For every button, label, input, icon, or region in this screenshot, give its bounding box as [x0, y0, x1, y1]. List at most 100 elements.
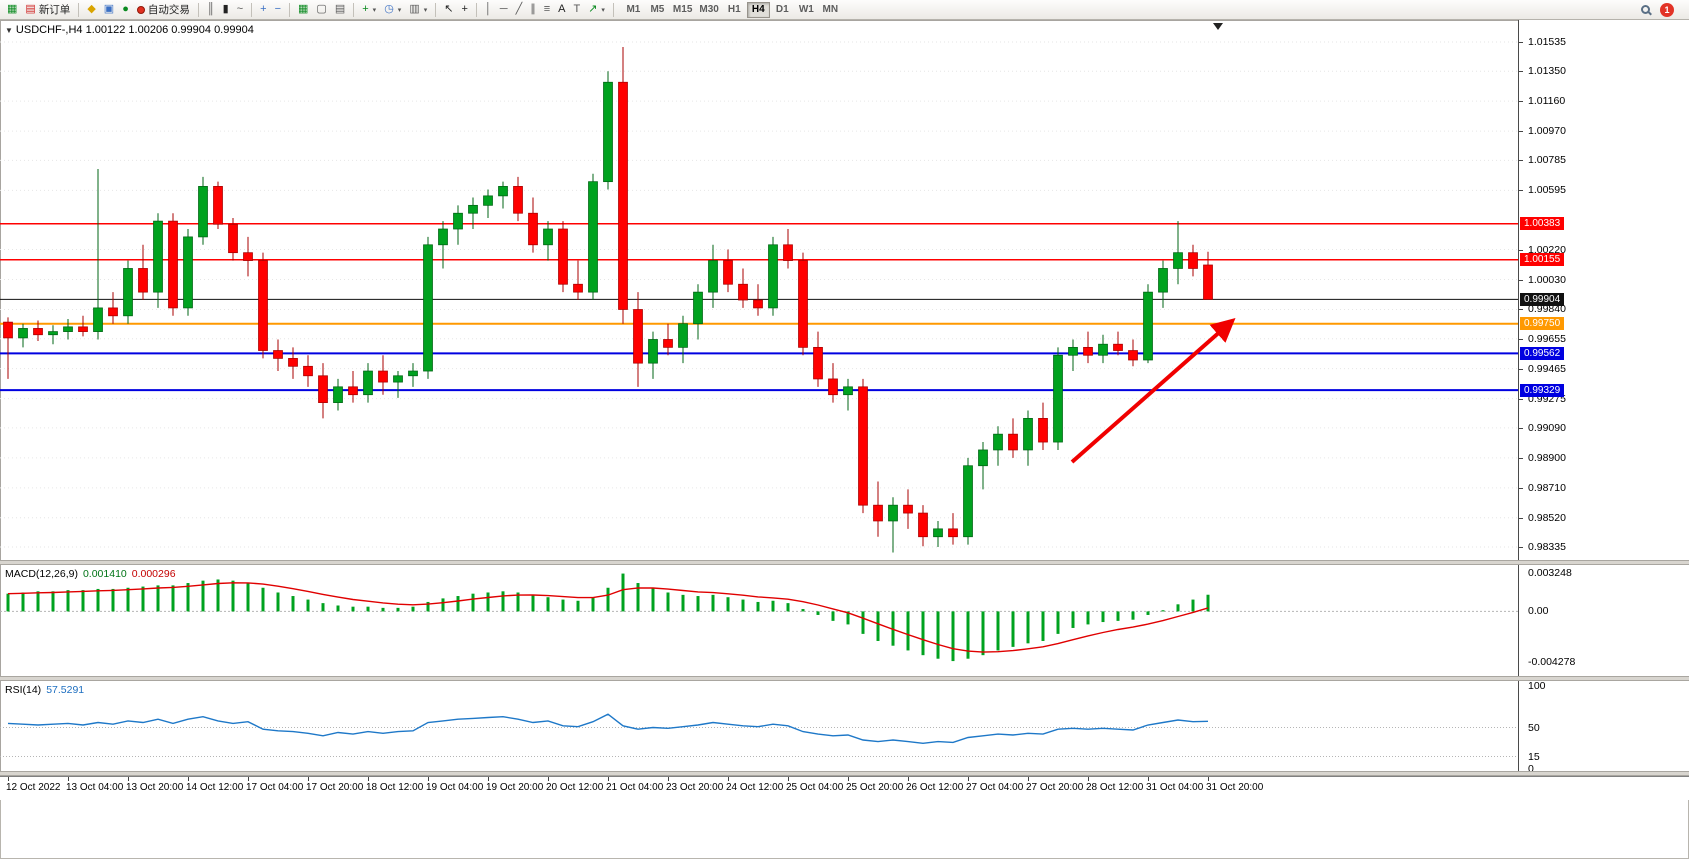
new-chart-button[interactable]: ▦	[3, 1, 21, 19]
horizontal-line-button[interactable]: ─	[496, 1, 512, 19]
price-axis-tick	[1519, 190, 1523, 192]
macd-bar	[276, 592, 280, 612]
price-axis-label: 0.98900	[1528, 451, 1566, 464]
arrows-tool-button[interactable]: ↗ ▾	[584, 1, 609, 19]
macd-bar	[381, 607, 385, 612]
notification-badge[interactable]: 1	[1660, 2, 1674, 17]
panel-splitter[interactable]	[0, 676, 1689, 681]
timeframe-m15-button[interactable]: M15	[670, 2, 695, 18]
price-tag-1.00383[interactable]: 1.00383	[1520, 217, 1565, 231]
macd-bar	[846, 611, 850, 625]
time-axis-label: 18 Oct 12:00	[366, 782, 424, 793]
timeframe-w1-button[interactable]: W1	[795, 2, 818, 18]
candle-body	[108, 307, 118, 317]
trend-arrow[interactable]	[1070, 318, 1236, 464]
trendline-button[interactable]: ╱	[512, 1, 527, 19]
text-button[interactable]: A	[554, 1, 569, 19]
price-tag-0.99750[interactable]: 0.99750	[1520, 317, 1565, 331]
channel-button[interactable]: ∥	[526, 1, 540, 19]
arrange-windows-button[interactable]: ▤	[331, 1, 349, 19]
candlestick-chart-button[interactable]: ▮	[219, 1, 233, 19]
toolbar-separator	[289, 2, 291, 17]
time-axis-label: 25 Oct 20:00	[846, 782, 904, 793]
navigator-button[interactable]: ●	[118, 1, 133, 19]
templates-button[interactable]: ▥ ▾	[405, 1, 431, 19]
macd-bar	[606, 587, 610, 612]
ohlc-values: 1.00122 1.00206 0.99904 0.99904	[85, 24, 254, 36]
time-tick	[188, 777, 189, 781]
timeframe-m1-button[interactable]: M1	[622, 2, 645, 18]
rsi-axis-label: 15	[1528, 750, 1540, 763]
timeframe-h1-button[interactable]: H1	[723, 2, 746, 18]
timeframe-m5-button[interactable]: M5	[646, 2, 669, 18]
price-axis-label: 1.00970	[1528, 125, 1566, 138]
cascade-windows-button[interactable]: ▢	[312, 1, 330, 19]
macd-bar	[906, 611, 910, 651]
macd-bar	[471, 593, 475, 612]
dropdown-arrow-icon: ▾	[601, 6, 605, 14]
macd-bar	[1011, 611, 1015, 647]
tile-windows-button[interactable]: ▦	[294, 1, 312, 19]
auto-trading-button[interactable]: 自动交易	[133, 1, 194, 19]
line-chart-icon: ~	[236, 3, 244, 15]
candle-body	[888, 504, 898, 522]
market-watch-button[interactable]: ◆	[83, 1, 99, 19]
macd-bar	[456, 596, 460, 612]
macd-bar	[966, 611, 970, 659]
time-axis-label: 31 Oct 04:00	[1146, 782, 1204, 793]
collapse-chart-icon[interactable]: ▼	[5, 26, 13, 35]
price-axis-tick	[1519, 398, 1523, 400]
price-axis[interactable]: 1.01535 1.01350 1.01160 1.00970 1.00785 1.005…	[1518, 20, 1689, 775]
timeframe-m30-button[interactable]: M30	[696, 2, 721, 18]
price-axis-tick	[1519, 487, 1523, 489]
candle-body	[603, 81, 613, 183]
line-chart-button[interactable]: ~	[233, 1, 247, 19]
cursor-button[interactable]: ↖	[440, 1, 457, 19]
data-window-button[interactable]: ▣	[100, 1, 118, 19]
time-tick	[428, 777, 429, 781]
price-tag-0.99329[interactable]: 0.99329	[1520, 383, 1565, 397]
crosshair-button[interactable]: +	[457, 1, 471, 19]
chart-shift-marker[interactable]	[1213, 23, 1223, 30]
indicators-button[interactable]: + ▾	[358, 1, 380, 19]
macd-bar	[1041, 611, 1045, 641]
time-axis[interactable]: 12 Oct 2022 13 Oct 04:00 13 Oct 20:00 14 Oc…	[0, 776, 1689, 800]
macd-bar	[666, 592, 670, 612]
panel-splitter[interactable]	[0, 560, 1689, 565]
template-icon: ▥	[409, 3, 420, 15]
macd-bar	[1056, 611, 1060, 634]
chart-ohlc-readout: ▼ USDCHF-,H4 1.00122 1.00206 0.99904 0.99…	[5, 24, 254, 36]
price-axis-label: 1.00030	[1528, 273, 1566, 286]
data-window-icon: ▣	[103, 3, 115, 15]
vertical-line-icon: │	[484, 3, 492, 15]
candle-body	[183, 236, 193, 309]
zoom-out-button[interactable]: −	[271, 1, 285, 19]
new-order-button[interactable]: ▤ 新订单	[21, 1, 74, 19]
candle-body	[1098, 343, 1108, 356]
search-icon[interactable]	[1641, 5, 1650, 14]
rsi-axis-label: 0	[1528, 763, 1534, 775]
macd-bar	[726, 597, 730, 612]
timeframe-d1-button[interactable]: D1	[771, 2, 794, 18]
macd-bar	[1206, 594, 1210, 612]
text-label-button[interactable]: T	[569, 1, 584, 19]
time-axis-label: 27 Oct 20:00	[1026, 782, 1084, 793]
macd-value: 0.001410	[82, 568, 127, 580]
time-tick	[728, 777, 729, 781]
bar-chart-button[interactable]: ║	[203, 1, 219, 19]
vertical-line-button[interactable]: │	[481, 1, 496, 19]
price-tag-1.00155[interactable]: 1.00155	[1520, 253, 1565, 267]
periods-button[interactable]: ◷ ▾	[380, 1, 405, 19]
macd-bar	[1116, 611, 1120, 621]
macd-bar	[1161, 610, 1165, 612]
candle-body	[348, 386, 358, 396]
timeframe-h4-button[interactable]: H4	[746, 1, 770, 18]
zoom-in-button[interactable]: +	[256, 1, 270, 19]
price-tag-0.99562[interactable]: 0.99562	[1520, 346, 1565, 360]
price-tag-0.99904[interactable]: 0.99904	[1520, 292, 1565, 306]
candle-body	[363, 370, 373, 396]
fibonacci-button[interactable]: ≡	[540, 1, 554, 19]
timeframe-mn-button[interactable]: MN	[819, 2, 842, 18]
panel-splitter[interactable]	[0, 771, 1689, 776]
macd-bar	[501, 591, 505, 612]
